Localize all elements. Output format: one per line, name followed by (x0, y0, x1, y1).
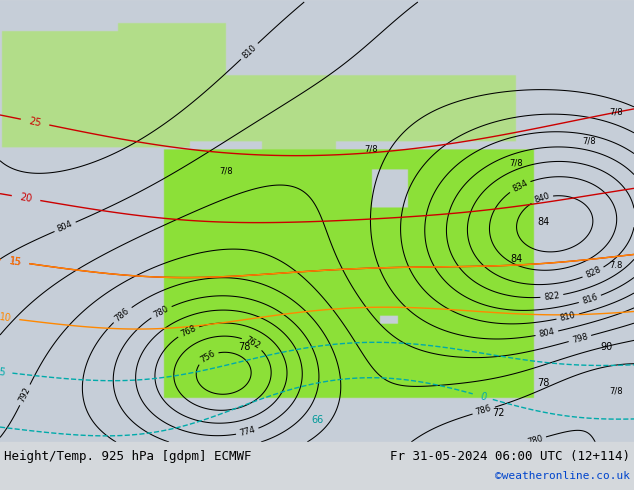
Text: 792: 792 (17, 386, 32, 404)
Text: 834: 834 (510, 178, 529, 194)
Text: 7/8: 7/8 (365, 144, 378, 153)
Text: 7/8: 7/8 (510, 159, 523, 168)
Text: 786: 786 (475, 404, 493, 417)
Text: 25: 25 (28, 116, 42, 128)
Text: 7/8: 7/8 (609, 386, 623, 395)
Text: 66: 66 (311, 415, 323, 425)
Text: 804: 804 (56, 220, 74, 234)
Text: 15: 15 (8, 256, 22, 268)
Text: 5: 5 (0, 367, 6, 377)
Text: 78: 78 (238, 342, 250, 352)
Text: Fr 31-05-2024 06:00 UTC (12+114): Fr 31-05-2024 06:00 UTC (12+114) (390, 449, 630, 463)
Text: 762: 762 (243, 335, 262, 351)
Text: 72: 72 (492, 408, 505, 417)
Text: 756: 756 (198, 349, 217, 365)
Text: 7/8: 7/8 (609, 107, 623, 117)
Text: 780: 780 (526, 434, 544, 446)
Text: 90: 90 (600, 342, 613, 352)
Text: Height/Temp. 925 hPa [gdpm] ECMWF: Height/Temp. 925 hPa [gdpm] ECMWF (4, 449, 252, 463)
Text: 768: 768 (179, 323, 198, 339)
Text: 780: 780 (152, 304, 171, 319)
Text: 810: 810 (559, 311, 576, 323)
Text: 840: 840 (533, 192, 551, 205)
Text: 798: 798 (571, 332, 589, 345)
Text: 7/8: 7/8 (582, 137, 595, 146)
Text: 0: 0 (479, 391, 487, 402)
Text: 84: 84 (510, 254, 522, 264)
Text: ©weatheronline.co.uk: ©weatheronline.co.uk (495, 471, 630, 481)
Text: 804: 804 (538, 327, 555, 340)
Text: 774: 774 (238, 425, 256, 438)
Text: 84: 84 (537, 217, 550, 227)
Text: 78: 78 (537, 378, 550, 389)
Text: 786: 786 (113, 306, 131, 323)
Bar (0, 442, 634, 490)
Text: 816: 816 (581, 293, 599, 306)
Text: 7/8: 7/8 (219, 166, 233, 175)
Text: 15: 15 (8, 256, 22, 268)
Text: 822: 822 (543, 291, 560, 302)
Text: 20: 20 (19, 192, 33, 204)
Text: 810: 810 (240, 43, 258, 60)
Text: 10: 10 (0, 312, 11, 323)
Text: 828: 828 (584, 265, 602, 280)
Text: 7.8: 7.8 (609, 262, 623, 270)
